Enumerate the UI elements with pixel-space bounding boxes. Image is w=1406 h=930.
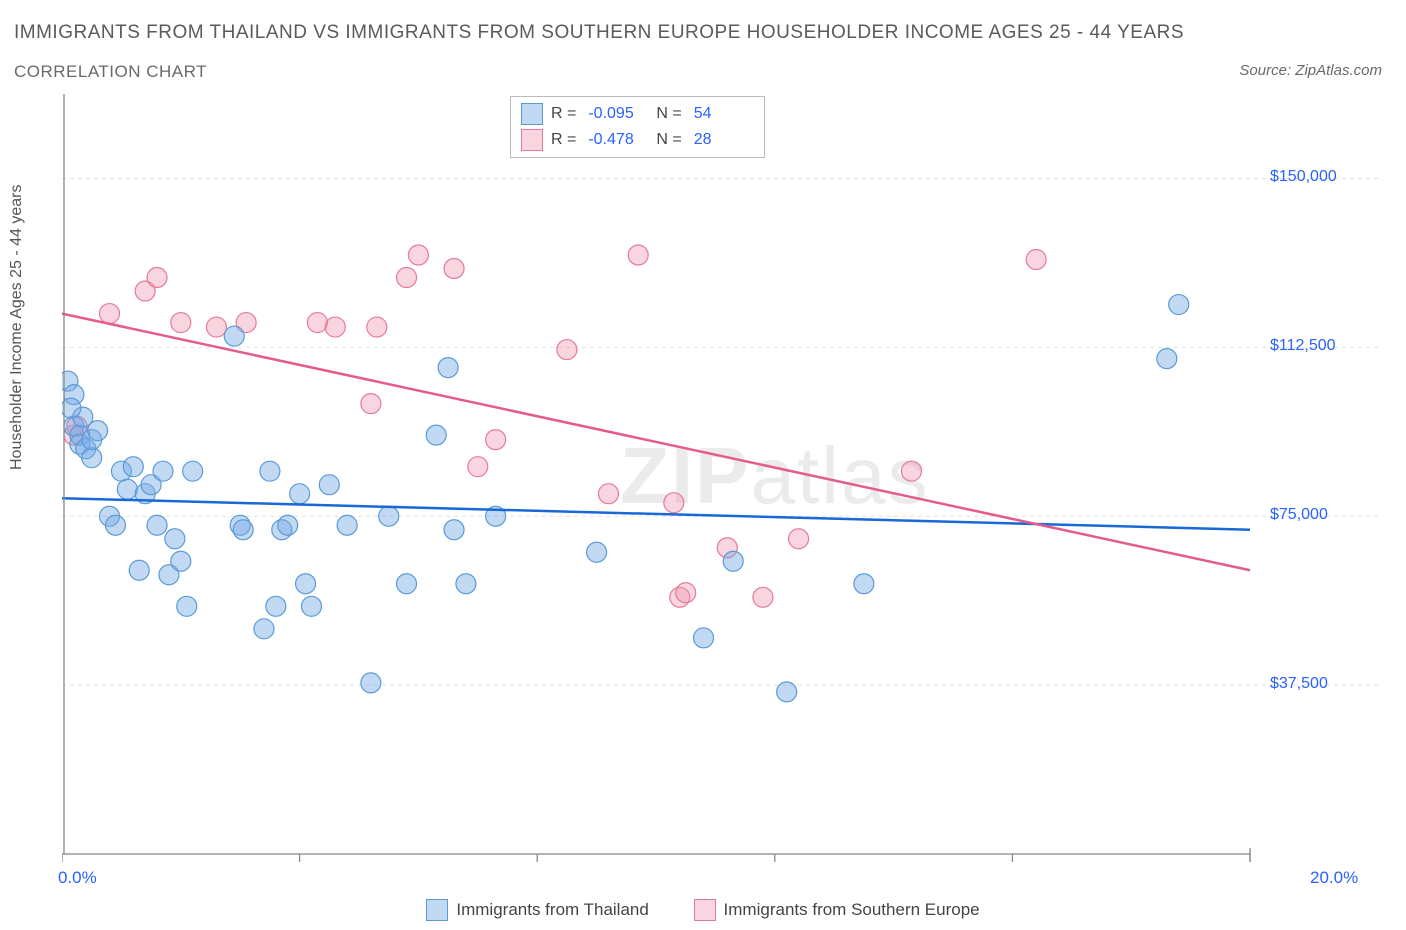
correlation-legend: R = -0.095 N = 54 R = -0.478 N = 28 xyxy=(510,96,765,158)
source-prefix: Source: xyxy=(1239,62,1295,79)
swatch-thailand xyxy=(426,899,448,921)
n-value-southern-europe: 28 xyxy=(694,131,754,149)
x-axis-min-label: 0.0% xyxy=(58,868,97,888)
legend-row-thailand: R = -0.095 N = 54 xyxy=(521,101,754,127)
y-axis-label: Householder Income Ages 25 - 44 years xyxy=(8,185,26,471)
r-value-southern-europe: -0.478 xyxy=(588,131,648,149)
y-tick-label: $37,500 xyxy=(1270,675,1328,693)
legend-label-southern-europe: Immigrants from Southern Europe xyxy=(724,900,980,920)
legend-label-thailand: Immigrants from Thailand xyxy=(456,900,648,920)
n-value-thailand: 54 xyxy=(694,105,754,123)
series-legend: Immigrants from Thailand Immigrants from… xyxy=(0,899,1406,926)
n-label: N = xyxy=(656,131,681,149)
source-attribution: Source: ZipAtlas.com xyxy=(1239,62,1382,79)
subtitle: CORRELATION CHART xyxy=(14,62,207,82)
x-axis-max-label: 20.0% xyxy=(1310,868,1358,888)
r-value-thailand: -0.095 xyxy=(588,105,648,123)
y-tick-label: $112,500 xyxy=(1270,337,1336,355)
r-label: R = xyxy=(551,105,576,123)
scatter-chart xyxy=(62,94,1380,874)
y-tick-label: $150,000 xyxy=(1270,168,1337,186)
swatch-southern-europe xyxy=(521,129,543,151)
r-label: R = xyxy=(551,131,576,149)
swatch-southern-europe xyxy=(694,899,716,921)
n-label: N = xyxy=(656,105,681,123)
y-tick-label: $75,000 xyxy=(1270,506,1328,524)
legend-item-thailand: Immigrants from Thailand xyxy=(426,899,648,921)
source-name: ZipAtlas.com xyxy=(1295,62,1382,79)
legend-item-southern-europe: Immigrants from Southern Europe xyxy=(694,899,980,921)
page-title: IMMIGRANTS FROM THAILAND VS IMMIGRANTS F… xyxy=(14,22,1184,44)
legend-row-southern-europe: R = -0.478 N = 28 xyxy=(521,127,754,153)
swatch-thailand xyxy=(521,103,543,125)
